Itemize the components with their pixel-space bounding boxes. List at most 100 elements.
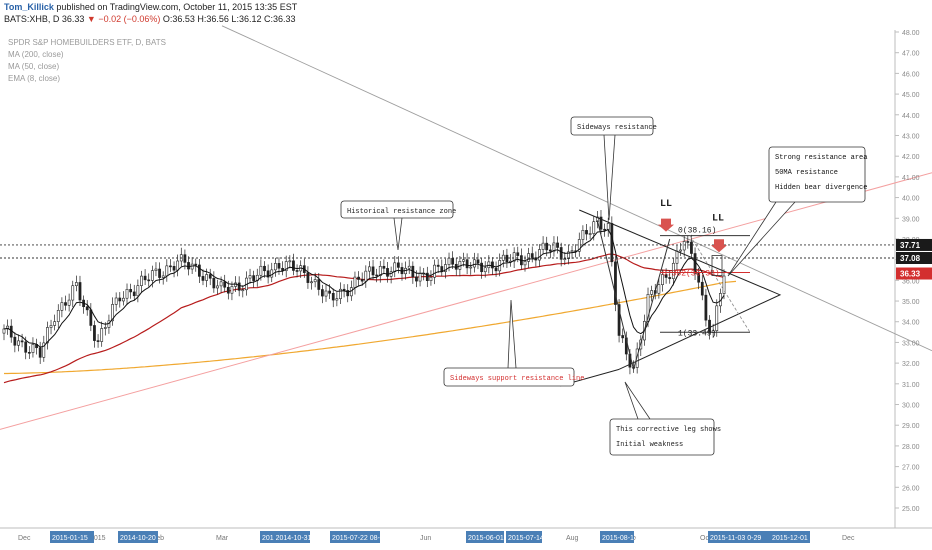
y-tick-label: 25.00 xyxy=(902,506,920,513)
uptrend-line[interactable] xyxy=(0,172,932,430)
candle-body xyxy=(263,265,266,272)
sideways-support-callout[interactable] xyxy=(443,367,575,387)
candle-body xyxy=(172,265,176,271)
candle-body xyxy=(675,250,679,264)
candle-body xyxy=(346,290,350,297)
candle-body xyxy=(205,274,208,281)
y-tick-label: 27.00 xyxy=(902,465,920,472)
corrective-callout[interactable] xyxy=(609,418,715,456)
date-badge-label: 2015-07-22 08-04 xyxy=(332,535,388,542)
x-tick-label: Feb xyxy=(152,535,164,542)
rebound-leg-line[interactable] xyxy=(633,238,671,370)
candle-body xyxy=(56,310,60,322)
candle-body xyxy=(664,274,668,278)
sideways-resistance-callout[interactable] xyxy=(570,116,654,136)
strong-resistance-callout[interactable] xyxy=(768,146,866,203)
candle-body xyxy=(169,265,172,268)
candle-body xyxy=(396,262,400,268)
candle-body xyxy=(523,261,527,266)
candle-body xyxy=(433,264,436,278)
price-tag xyxy=(896,251,932,264)
candle-body xyxy=(248,275,252,279)
red-arrow-icon xyxy=(658,218,674,232)
candle-body xyxy=(53,321,57,326)
candle-body xyxy=(103,327,107,329)
candle-body xyxy=(686,241,690,243)
candle-body xyxy=(552,242,556,252)
candle-body xyxy=(617,304,621,336)
corrective-leg-line[interactable] xyxy=(596,220,635,370)
candle-body xyxy=(183,254,187,263)
historical-callout[interactable] xyxy=(340,200,454,219)
fib-trend-line xyxy=(689,235,751,333)
strong-resistance-callout-text: 50MA resistance xyxy=(775,169,838,177)
candle-body xyxy=(223,281,227,288)
corrective-callout-pointer xyxy=(624,381,651,420)
candle-body xyxy=(382,265,386,269)
candle-body xyxy=(704,294,708,321)
candle-body xyxy=(194,263,198,266)
candle-body xyxy=(111,304,114,322)
ma200-line[interactable] xyxy=(4,281,725,375)
fib-label-0: 0(38.16) xyxy=(678,227,716,236)
y-tick-label: 47.00 xyxy=(902,51,920,58)
candle-body xyxy=(2,328,6,334)
candle-body xyxy=(668,277,672,279)
candle-body xyxy=(545,242,549,251)
date-badge-label: 201 2014-10-31 xyxy=(262,535,312,542)
candle-body xyxy=(491,261,494,269)
candle-body xyxy=(335,298,339,301)
long-downtrend-line[interactable] xyxy=(221,25,932,352)
candle-body xyxy=(31,344,35,353)
candle-body xyxy=(548,249,552,252)
candle-body xyxy=(429,276,433,281)
legend-ema8[interactable]: EMA (8, close) xyxy=(8,74,61,83)
highlight-box[interactable] xyxy=(711,255,723,276)
candle-body xyxy=(425,272,429,281)
y-tick-label: 31.00 xyxy=(902,382,920,389)
y-tick-label: 45.00 xyxy=(902,92,920,99)
price-tag xyxy=(896,267,932,280)
date-badge xyxy=(506,531,542,543)
date-badge xyxy=(50,531,94,543)
candle-body xyxy=(266,270,270,278)
candle-body xyxy=(494,267,498,272)
candle-body xyxy=(136,285,140,297)
y-tick-label: 48.00 xyxy=(902,30,920,37)
date-badge xyxy=(260,531,310,543)
fib-label-1: 1(33.49) xyxy=(678,329,716,338)
publish-line: Tom_Killick published on TradingView.com… xyxy=(4,2,297,12)
ema8-line[interactable] xyxy=(3,228,725,348)
candle-body xyxy=(592,221,596,234)
candle-body xyxy=(241,289,245,292)
candle-body xyxy=(585,230,588,235)
candle-body xyxy=(42,342,46,358)
candle-body xyxy=(378,265,382,277)
candle-body xyxy=(538,249,541,261)
candle-body xyxy=(541,242,545,250)
symbol-label: BATS:XHB, D xyxy=(4,14,60,24)
legend-ma200[interactable]: MA (200, close) xyxy=(8,50,64,59)
x-tick-label: Aug xyxy=(566,535,579,542)
candle-body xyxy=(603,228,606,231)
candle-body xyxy=(646,294,650,322)
candle-body xyxy=(154,268,158,271)
candle-body xyxy=(527,253,531,262)
candle-body xyxy=(201,276,205,281)
x-tick-label: Oct xyxy=(700,535,711,542)
candle-body xyxy=(368,266,371,272)
ma50-line[interactable] xyxy=(3,253,725,384)
ll-label: LL xyxy=(712,213,724,224)
candle-body xyxy=(60,302,64,311)
candle-body xyxy=(690,241,693,254)
triangle-pattern[interactable] xyxy=(579,209,782,370)
candle-body xyxy=(71,285,75,301)
candle-body xyxy=(295,270,299,272)
author-link[interactable]: Tom_Killick xyxy=(4,2,54,12)
legend-ma50[interactable]: MA (50, close) xyxy=(8,62,60,71)
candle-body xyxy=(353,276,357,288)
candle-body xyxy=(85,306,89,311)
candle-body xyxy=(165,265,169,277)
candle-body xyxy=(140,275,143,286)
